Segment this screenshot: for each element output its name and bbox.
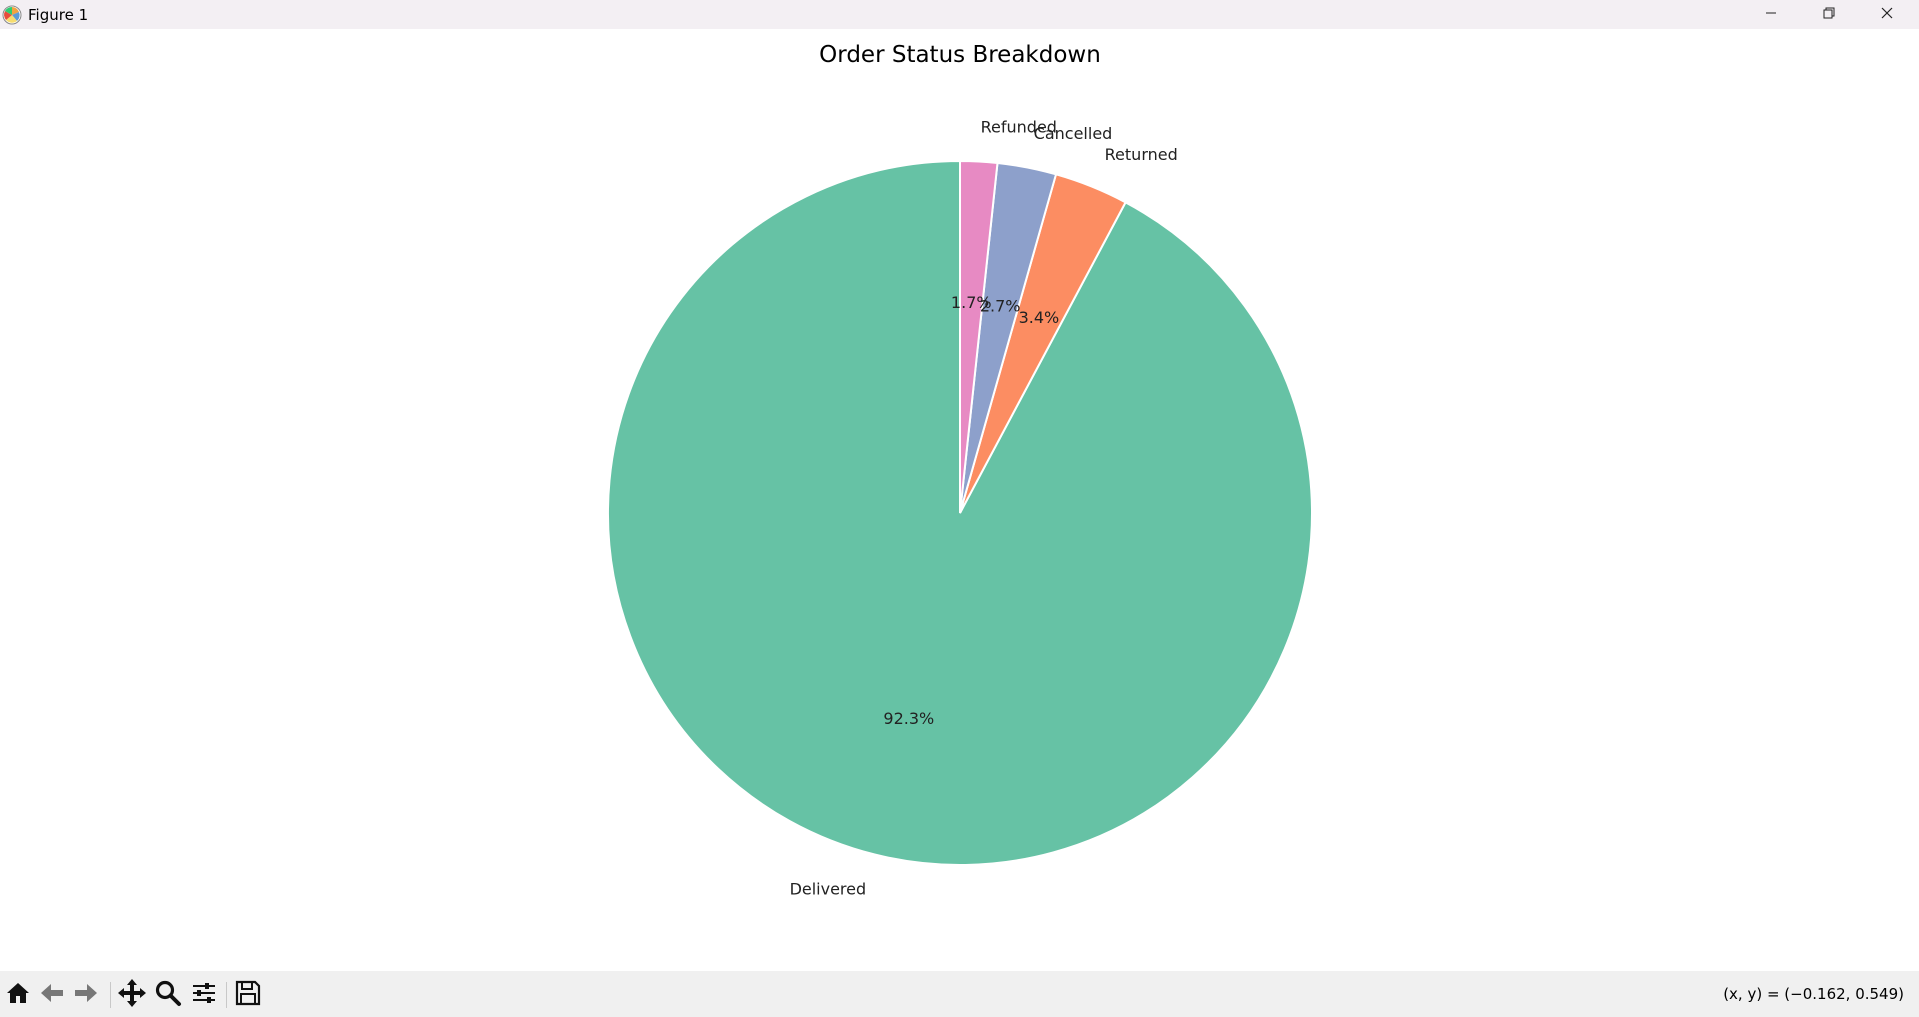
slice-category-label: Returned xyxy=(1105,145,1178,164)
move-icon xyxy=(117,978,147,1012)
slice-percent-label: 2.7% xyxy=(980,297,1021,316)
restore-icon xyxy=(1822,5,1836,24)
cursor-coordinates: (x, y) = (−0.162, 0.549) xyxy=(1723,985,1904,1003)
minimize-button[interactable] xyxy=(1742,0,1800,29)
window-title: Figure 1 xyxy=(28,6,89,24)
title-bar: Figure 1 xyxy=(0,0,1919,29)
configure-subplots-button[interactable] xyxy=(188,979,220,1011)
save-button[interactable] xyxy=(232,979,264,1011)
slice-category-label: Refunded xyxy=(981,117,1057,136)
slice-category-label: Cancelled xyxy=(1034,124,1113,143)
close-icon xyxy=(1880,5,1894,24)
figure-canvas[interactable]: Order Status Breakdown 92.3% Delivered 3.4… xyxy=(0,29,1919,971)
toolbar-separator xyxy=(110,982,111,1008)
matplotlib-logo-icon xyxy=(2,5,22,25)
slice-percent-label: 3.4% xyxy=(1019,308,1060,327)
arrow-left-icon xyxy=(38,979,66,1011)
magnifier-icon xyxy=(154,979,182,1011)
arrow-right-icon xyxy=(72,979,100,1011)
pie-labels: 92.3% Delivered 3.4% Returned 2.7% Cancelled 1… xyxy=(790,117,1178,898)
slice-category-label: Delivered xyxy=(790,880,867,899)
home-icon xyxy=(4,979,32,1011)
toolbar-separator xyxy=(226,982,227,1008)
slice-percent-label: 92.3% xyxy=(883,709,934,728)
navigation-toolbar: (x, y) = (−0.162, 0.549) xyxy=(0,971,1919,1017)
close-button[interactable] xyxy=(1858,0,1916,29)
pie-slice-refunded xyxy=(959,159,999,514)
pie-wedges xyxy=(607,159,1313,866)
forward-button[interactable] xyxy=(70,979,102,1011)
restore-button[interactable] xyxy=(1800,0,1858,29)
back-button[interactable] xyxy=(36,979,68,1011)
zoom-button[interactable] xyxy=(152,979,184,1011)
slice-percent-label: 1.7% xyxy=(951,293,992,312)
sliders-icon xyxy=(190,979,218,1011)
minimize-icon xyxy=(1764,5,1778,24)
pie-chart: Order Status Breakdown 92.3% Delivered 3.4… xyxy=(607,42,1313,899)
home-button[interactable] xyxy=(2,979,34,1011)
chart-title: Order Status Breakdown xyxy=(819,42,1101,68)
pan-button[interactable] xyxy=(116,979,148,1011)
floppy-disk-icon xyxy=(234,979,262,1011)
